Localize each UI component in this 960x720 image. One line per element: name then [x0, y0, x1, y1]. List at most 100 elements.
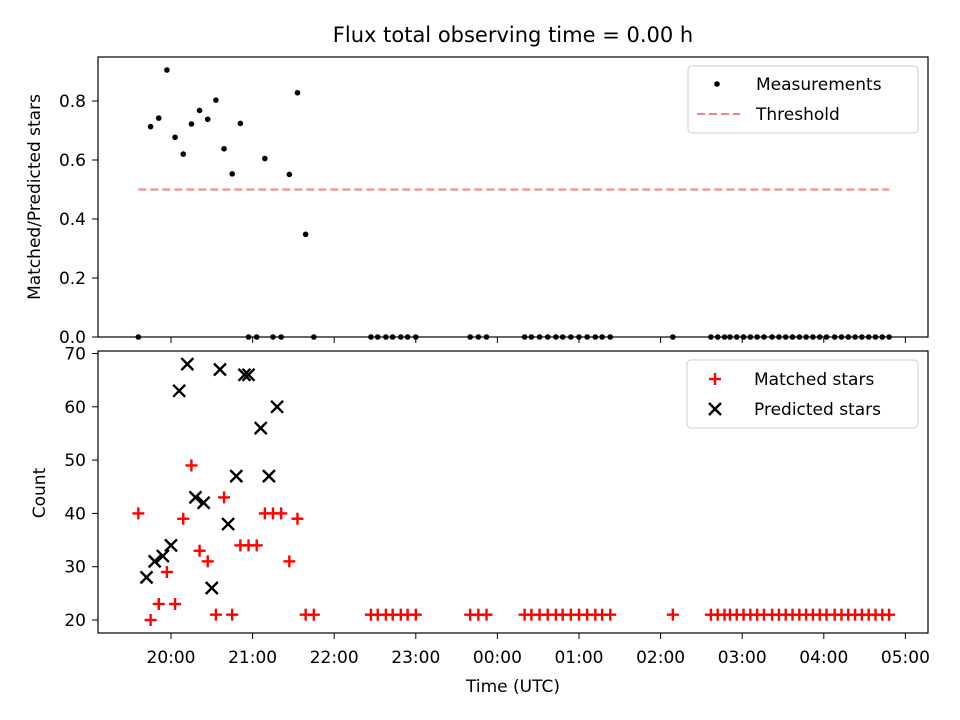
matched-star-point	[666, 608, 679, 621]
top-y-tick-label: 0.0	[59, 328, 86, 348]
matched-star-point	[275, 507, 288, 520]
measurement-point	[467, 334, 474, 340]
top-y-axis-label: Matched/Predicted stars	[25, 94, 45, 300]
measurement-point	[568, 334, 574, 340]
measurement-point	[302, 231, 309, 238]
measurement-point	[521, 334, 528, 340]
bottom-x-tick-label: 01:00	[555, 648, 604, 668]
top-y-axis: 0.0 0.2 0.4 0.6 0.8	[59, 92, 98, 348]
matched-star-point	[169, 598, 182, 611]
measurement-point	[383, 334, 389, 340]
measurement-point	[838, 334, 845, 340]
predicted-star-point	[139, 570, 154, 585]
predicted-star-point	[229, 469, 244, 483]
legend-threshold-label: Threshold	[755, 105, 840, 125]
measurement-point	[368, 334, 374, 340]
predicted-star-point	[164, 538, 178, 553]
bottom-plot-marks	[132, 357, 896, 626]
bottom-x-tick-label: 05:00	[881, 648, 930, 668]
predicted-star-point	[241, 367, 256, 382]
measurement-point	[213, 97, 219, 103]
matched-star-point	[307, 608, 320, 621]
measurement-point	[796, 334, 803, 340]
top-legend-box	[687, 65, 919, 134]
measurement-point	[733, 334, 740, 340]
matched-star-point	[160, 566, 173, 579]
bottom-y-tick-label: 40	[64, 504, 86, 524]
predicted-star-point	[213, 362, 227, 377]
measurement-point	[286, 171, 293, 178]
predicted-star-stroke	[253, 421, 268, 435]
predicted-star-stroke	[213, 362, 227, 377]
measurement-point	[708, 334, 714, 340]
bottom-x-tick-label: 04:00	[799, 648, 848, 668]
measurement-point	[262, 155, 268, 162]
measurement-point	[776, 334, 782, 340]
measurement-point	[544, 334, 551, 340]
measurement-point	[245, 334, 252, 340]
matched-star-point	[604, 608, 617, 621]
predicted-star-point	[237, 367, 252, 382]
measurement-point	[721, 334, 728, 340]
predicted-star-point	[253, 421, 268, 435]
bottom-y-tick-label: 50	[64, 451, 86, 471]
matched-star-point	[480, 608, 493, 621]
measurement-point	[164, 67, 170, 73]
measurement-point	[845, 334, 852, 340]
measurement-point	[592, 334, 599, 340]
predicted-star-stroke	[270, 399, 284, 414]
measurement-point	[859, 334, 865, 340]
measurement-point	[782, 334, 789, 340]
predicted-star-point	[204, 581, 219, 595]
measurement-point	[865, 334, 872, 340]
predicted-star-point	[188, 490, 203, 505]
matched-star-point	[132, 507, 145, 520]
bottom-plot-panel: 20 30 40 50 60 70 20:00 21:00 22:00 23:00 00:00 01…	[30, 345, 930, 698]
bottom-y-axis-label: Count	[30, 467, 50, 518]
measurement-point	[196, 107, 203, 114]
matched-star-point	[152, 598, 165, 611]
predicted-star-point	[262, 469, 276, 483]
measurement-point	[483, 334, 490, 340]
matched-star-point	[409, 608, 422, 621]
predicted-star-stroke	[147, 554, 162, 569]
top-y-tick-label: 0.2	[59, 269, 86, 289]
measurement-point	[553, 334, 559, 340]
measurement-point	[374, 334, 381, 340]
measurement-point	[180, 151, 187, 157]
measurement-point	[810, 334, 816, 340]
measurement-point	[135, 334, 142, 340]
measurement-point	[398, 334, 404, 340]
bottom-x-tick-label: 03:00	[718, 648, 767, 668]
measurement-point	[559, 334, 566, 340]
measurement-point	[528, 334, 535, 340]
measurement-point	[237, 120, 244, 127]
bottom-y-axis: 20 30 40 50 60 70	[64, 345, 98, 631]
matched-star-point	[201, 555, 214, 568]
bottom-y-tick-label: 60	[64, 398, 86, 418]
measurement-point	[747, 334, 754, 340]
predicted-star-point	[155, 549, 170, 563]
top-plot-panel: 0.00.20.40.60.8 Matched/Predicted stars …	[25, 56, 929, 348]
predicted-star-point	[172, 383, 187, 398]
predicted-star-stroke	[262, 469, 276, 483]
measurement-point	[886, 334, 892, 340]
matched-star-point	[218, 491, 231, 504]
bottom-y-tick-label: 70	[64, 345, 86, 365]
legend-predicted-label: Predicted stars	[754, 400, 881, 420]
measurement-point	[714, 334, 721, 340]
measurement-point	[607, 334, 614, 340]
bottom-x-tick-label: 02:00	[636, 648, 685, 668]
bottom-x-axis-label: Time (UTC)	[465, 677, 560, 697]
legend-measurements-marker	[714, 81, 720, 87]
top-legend: Measurements Threshold	[687, 65, 919, 134]
measurement-point	[172, 134, 178, 141]
matched-star-point	[226, 608, 239, 621]
measurement-point	[404, 334, 411, 340]
predicted-star-point	[196, 495, 211, 510]
measurement-point	[147, 123, 154, 130]
matched-star-point	[283, 555, 296, 568]
measurement-point	[789, 334, 796, 340]
matched-star-point	[144, 614, 157, 626]
